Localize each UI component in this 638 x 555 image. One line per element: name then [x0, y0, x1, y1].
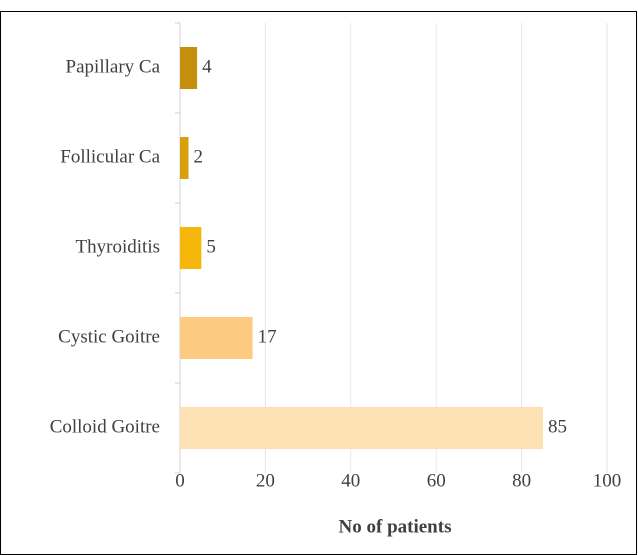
data-label: 2	[194, 146, 204, 167]
x-tick-label: 100	[593, 470, 622, 491]
data-label: 4	[202, 56, 212, 77]
x-tick-label: 60	[427, 470, 446, 491]
data-label: 85	[548, 416, 567, 437]
x-tick-label: 80	[512, 470, 531, 491]
x-tick-label: 20	[256, 470, 275, 491]
y-tick-label: Thyroiditis	[76, 236, 160, 257]
bar	[180, 407, 543, 449]
y-tick-label: Colloid Goitre	[50, 416, 160, 437]
bar	[180, 317, 253, 359]
y-tick-label: Follicular Ca	[60, 146, 160, 167]
x-tick-label: 40	[341, 470, 360, 491]
data-label: 17	[258, 326, 277, 347]
bar	[180, 137, 189, 179]
bar	[180, 227, 202, 269]
frame	[0, 11, 637, 555]
x-axis-label: No of patients	[339, 516, 452, 537]
x-tick-label: 0	[175, 470, 185, 491]
y-tick-label: Papillary Ca	[66, 56, 161, 77]
y-tick-label: Cystic Goitre	[58, 326, 160, 347]
bar	[180, 47, 198, 89]
data-label: 5	[206, 236, 216, 257]
